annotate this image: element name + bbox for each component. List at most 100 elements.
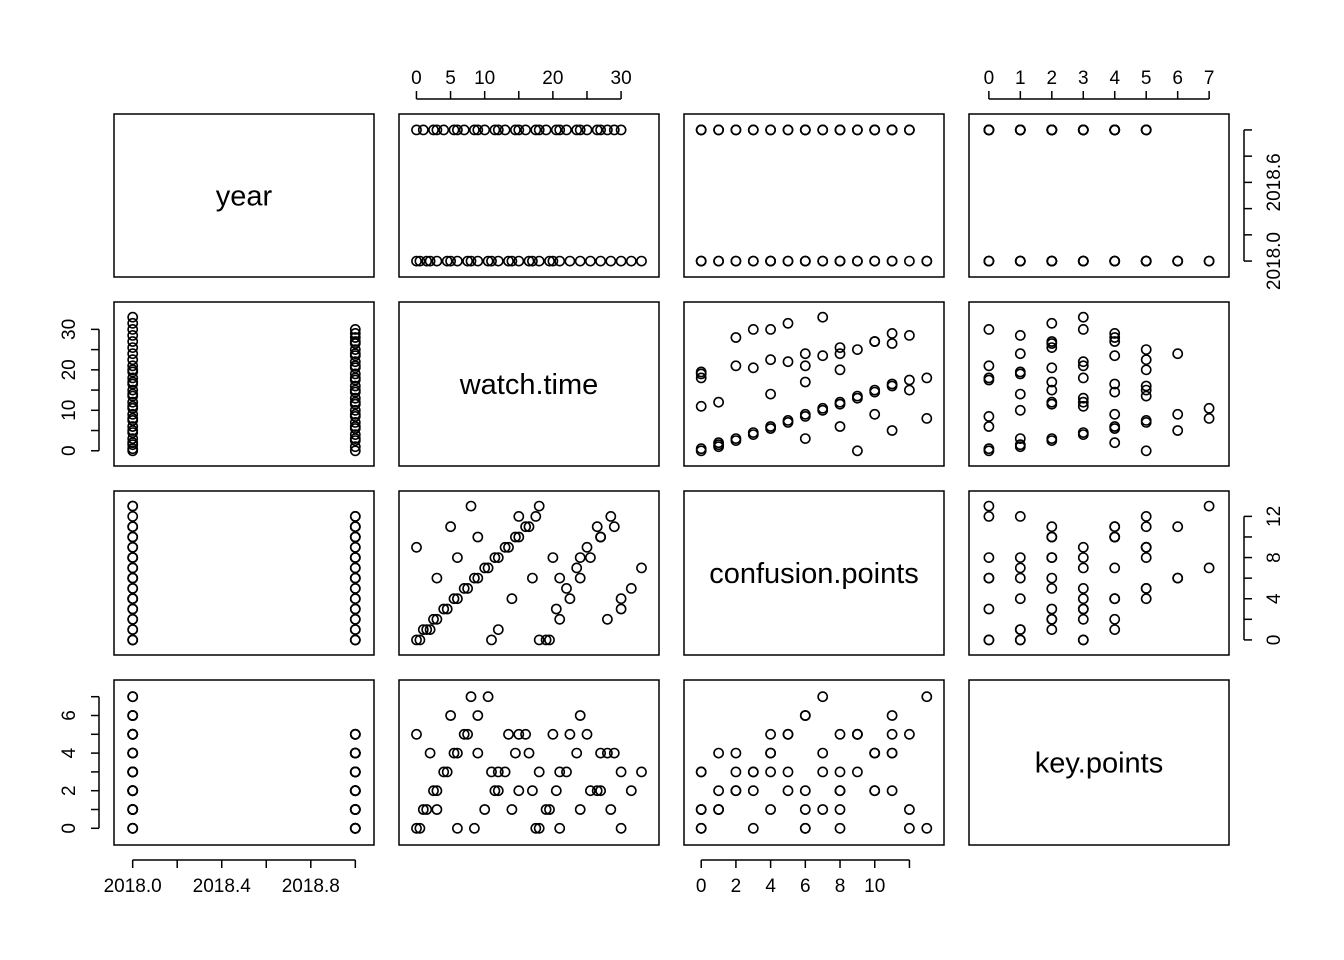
data-point [869, 785, 881, 797]
data-point [886, 747, 898, 759]
data-point [581, 541, 593, 553]
data-point [428, 613, 439, 625]
data-point [492, 255, 504, 267]
data-point [595, 747, 606, 759]
data-point [1077, 400, 1089, 412]
data-point [349, 368, 361, 380]
data-point [765, 804, 776, 815]
data-point [886, 255, 898, 267]
data-point [886, 785, 898, 797]
data-point [1046, 531, 1058, 543]
data-point [349, 344, 361, 355]
data-point [421, 255, 433, 267]
data-point [817, 311, 829, 323]
data-point [127, 728, 139, 740]
tick-label: 0 [696, 876, 707, 897]
data-point [550, 603, 562, 615]
data-point [747, 362, 759, 374]
data-point [730, 785, 742, 797]
data-point [127, 329, 139, 341]
data-point [608, 747, 620, 759]
data-point [458, 583, 470, 594]
tick-label: 10 [864, 876, 885, 897]
data-point [520, 521, 531, 533]
data-point [554, 572, 566, 584]
data-point [765, 766, 776, 778]
data-point [417, 124, 429, 136]
data-point [1077, 552, 1089, 563]
panel-frame [683, 490, 945, 656]
panel-frame [683, 679, 945, 846]
data-point [921, 255, 933, 267]
data-point [869, 386, 881, 398]
data-point [428, 124, 439, 136]
data-point [468, 124, 480, 136]
data-point [527, 255, 538, 267]
data-point [465, 691, 477, 703]
data-point [554, 124, 566, 136]
data-point [465, 255, 477, 267]
data-point [523, 521, 535, 533]
data-point [730, 747, 742, 759]
data-point [349, 356, 361, 368]
data-point [713, 785, 724, 797]
data-point [561, 766, 572, 778]
data-point [513, 728, 525, 740]
data-point [1014, 348, 1026, 360]
data-point [349, 441, 361, 453]
data-point [127, 421, 139, 432]
data-point [544, 804, 555, 815]
data-point [765, 423, 776, 434]
data-point [1077, 562, 1089, 574]
data-point [503, 255, 514, 267]
data-point [462, 255, 473, 267]
variable-label-confusion-points: confusion.points [709, 558, 919, 590]
data-point [1140, 380, 1152, 392]
data-point [852, 255, 863, 267]
data-point [513, 255, 525, 267]
data-point [349, 804, 361, 815]
data-point [817, 255, 829, 267]
data-point [540, 634, 552, 646]
data-point [506, 593, 518, 605]
data-point [1109, 124, 1121, 136]
data-point [451, 822, 463, 834]
data-point [581, 728, 593, 740]
data-point [1140, 416, 1152, 428]
data-point [1077, 634, 1089, 646]
data-point [544, 634, 555, 646]
data-point [886, 124, 898, 136]
data-point [1109, 386, 1121, 398]
data-point [574, 124, 586, 136]
data-point [127, 323, 139, 335]
data-point [1014, 441, 1026, 453]
data-point [1140, 521, 1152, 533]
data-point [550, 124, 562, 136]
data-point [636, 766, 647, 778]
data-point [695, 822, 707, 834]
data-point [904, 728, 915, 740]
data-point [1077, 603, 1089, 615]
data-point [349, 348, 361, 360]
data-point [349, 445, 361, 457]
data-point [349, 728, 361, 740]
data-point [869, 124, 881, 136]
data-point [713, 396, 724, 408]
data-point [834, 804, 846, 815]
data-point [472, 747, 484, 759]
panel-frame [113, 490, 375, 656]
data-point [1140, 511, 1152, 522]
data-point [349, 747, 361, 759]
data-point [1077, 124, 1089, 136]
data-point [127, 500, 139, 512]
data-point [615, 822, 627, 834]
tick-label: 1 [1015, 68, 1026, 89]
variable-label-year: year [216, 181, 273, 213]
tick-label: 10 [59, 400, 80, 421]
tick-label: 0 [984, 68, 995, 89]
panel-key-points-vs-watch-time [398, 679, 660, 846]
data-point [414, 255, 426, 267]
data-point [886, 710, 898, 721]
